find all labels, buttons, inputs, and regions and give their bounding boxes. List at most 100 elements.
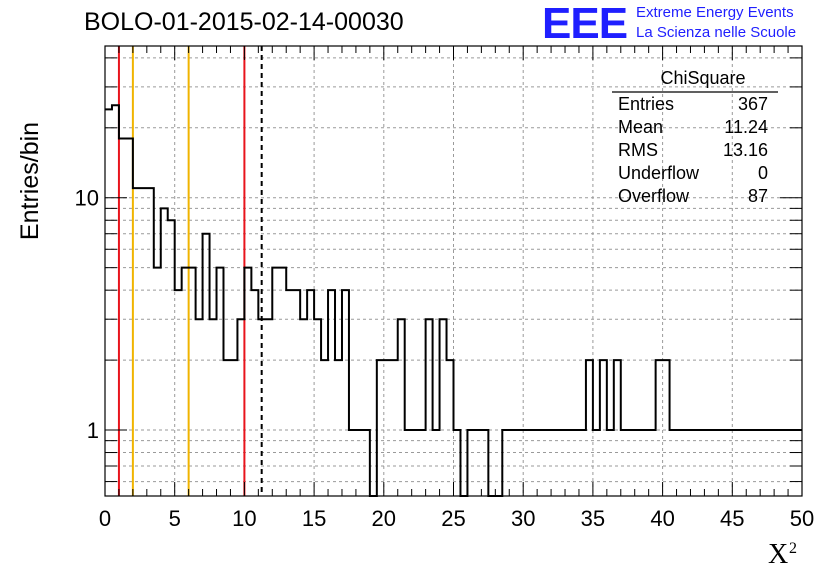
histogram-bin [426, 319, 433, 496]
histogram-bin [454, 430, 461, 496]
histogram-bin [175, 290, 182, 496]
histogram-bin [767, 430, 774, 496]
x-tick-label: 20 [372, 506, 396, 531]
x-tick-label: 40 [650, 506, 674, 531]
histogram-bin [670, 430, 677, 496]
stats-value: 0 [758, 163, 768, 183]
histogram-bin [321, 360, 328, 496]
histogram-bin [677, 430, 684, 496]
histogram-bin [656, 360, 663, 496]
histogram-bin [419, 430, 426, 496]
x-tick-label: 15 [302, 506, 326, 531]
histogram-bin [223, 360, 230, 496]
histogram-bin [349, 430, 356, 496]
histogram-bin [718, 430, 725, 496]
histogram-bin [774, 430, 781, 496]
histogram-bin [112, 105, 119, 496]
x-axis-label-superscript: 2 [789, 540, 797, 557]
histogram-bin [516, 430, 523, 496]
plot-title: BOLO-01-2015-02-14-00030 [84, 8, 404, 36]
stats-value: 11.24 [724, 117, 768, 137]
stats-title: ChiSquare [660, 68, 745, 88]
histogram-bin [537, 430, 544, 496]
histogram-bin [356, 430, 363, 496]
histogram-bin [119, 138, 126, 496]
y-axis-label: Entries/bin [16, 122, 44, 240]
histogram-bin [523, 430, 530, 496]
histogram-bin [293, 290, 300, 496]
histogram-bin [704, 430, 711, 496]
axes: 0 5 10 15 20 25 30 35 40 45 50 1 10 [75, 46, 814, 531]
x-tick-label: 45 [720, 506, 744, 531]
histogram-bin [126, 138, 133, 496]
x-tick-label: 30 [511, 506, 535, 531]
y-tick-label: 10 [75, 186, 99, 211]
x-tick-label: 10 [232, 506, 256, 531]
histogram-bin [230, 360, 237, 496]
histogram-bin [335, 360, 342, 496]
histogram-bin [279, 268, 286, 496]
histogram-bin [565, 430, 572, 496]
histogram-bin [795, 430, 802, 496]
histogram-bin [342, 290, 349, 496]
histogram-bin [509, 430, 516, 496]
histogram-bin [314, 319, 321, 496]
histogram-bin [251, 290, 258, 496]
histogram-bin [481, 430, 488, 496]
histogram-bin [544, 430, 551, 496]
histogram-bin [286, 290, 293, 496]
x-axis-label-text: X [768, 539, 788, 570]
x-tick-label: 35 [581, 506, 605, 531]
histogram-bin [398, 319, 405, 496]
histogram-bin [642, 430, 649, 496]
histogram-series [105, 104, 802, 497]
histogram-bin [663, 360, 670, 496]
histogram-bin [697, 430, 704, 496]
histogram-bin [363, 430, 370, 496]
histogram-bin [258, 319, 265, 496]
eee-logo-mark: EEE [542, 0, 628, 48]
histogram-bin [684, 430, 691, 496]
x-tick-label: 0 [99, 506, 111, 531]
histogram-bin [384, 360, 391, 496]
histogram-bin [711, 430, 718, 496]
histogram-bin [244, 268, 251, 496]
histogram-bin [753, 430, 760, 496]
histogram-bin [440, 319, 447, 496]
stats-label: Entries [618, 94, 674, 114]
histogram-bin [433, 430, 440, 496]
histogram-bin [105, 109, 112, 496]
stats-box: ChiSquare Entries 367 Mean 11.24 RMS 13.16 Unde… [612, 68, 778, 206]
histogram-bin [272, 268, 279, 496]
histogram-bin [307, 290, 314, 496]
histogram-bin [739, 430, 746, 496]
histogram-bin [474, 430, 481, 496]
histogram-bin [203, 234, 210, 496]
histogram-bin [391, 360, 398, 496]
eee-logo-line2: La Scienza nelle Scuole [636, 24, 797, 41]
histogram-bin [377, 360, 384, 496]
histogram-bin [182, 268, 189, 496]
x-tick-label: 50 [790, 506, 814, 531]
histogram-bin [746, 430, 753, 496]
histogram-bin [154, 268, 161, 496]
histogram-bin [614, 360, 621, 496]
stats-value: 367 [738, 94, 768, 114]
histogram-bin [300, 319, 307, 496]
eee-logo: EEE Extreme Energy Events La Scienza nel… [542, 2, 832, 46]
x-tick-label: 5 [169, 506, 181, 531]
histogram-bin [447, 360, 454, 496]
histogram-bin [551, 430, 558, 496]
histogram-bin [760, 430, 767, 496]
histogram-bin [788, 430, 795, 496]
histogram-line [105, 104, 802, 497]
histogram-bin [732, 430, 739, 496]
histogram-bin [593, 430, 600, 496]
histogram-bin [690, 430, 697, 496]
histogram-bin [579, 430, 586, 496]
histogram-bin [140, 188, 147, 496]
histogram-bin [412, 430, 419, 496]
x-tick-label: 25 [441, 506, 465, 531]
histogram-bin [161, 208, 168, 496]
histogram-bin [558, 430, 565, 496]
